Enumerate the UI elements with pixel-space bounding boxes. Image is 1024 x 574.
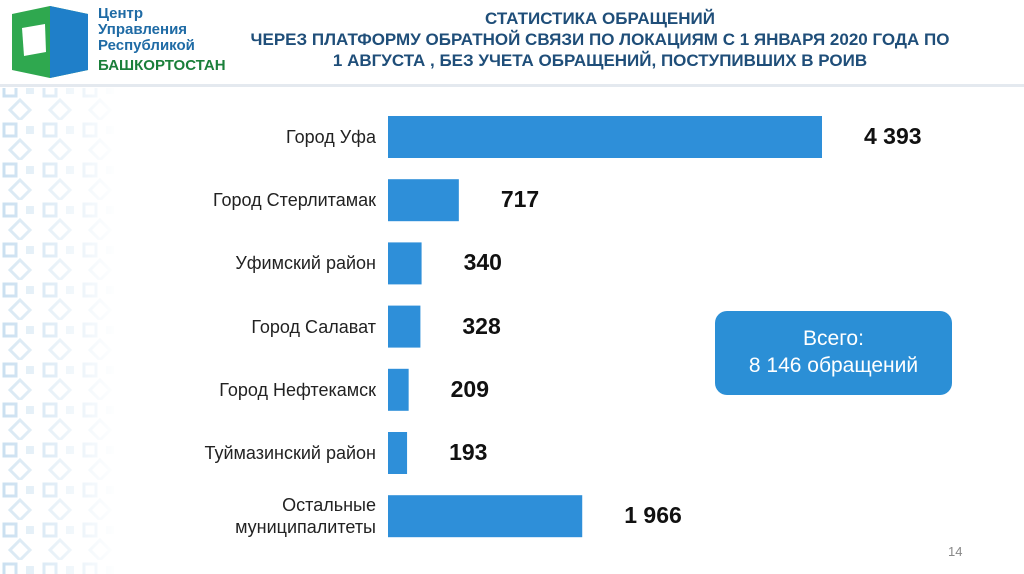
logo-region: БАШКОРТОСТАН — [98, 57, 226, 74]
category-label: Туймазинский район — [204, 443, 376, 463]
category-label: Город Уфа — [286, 127, 376, 147]
category-label: Уфимский район — [235, 253, 376, 274]
bar — [388, 368, 409, 411]
separator — [0, 84, 1024, 87]
category-label: Город Нефтекамск — [219, 379, 376, 400]
bar — [388, 305, 421, 348]
bar — [388, 116, 822, 158]
bar — [388, 495, 583, 538]
logo-icon — [12, 6, 88, 78]
logo-text: Центр Управления Республикой БАШКОРТОСТА… — [98, 6, 226, 74]
value-label: 328 — [462, 312, 501, 339]
value-label: 1 966 — [624, 502, 682, 529]
value-label: 340 — [463, 249, 502, 276]
category-label: Город Салават — [251, 316, 376, 337]
category-label: Остальные муниципалитеты — [235, 495, 376, 538]
category-label: Город Стерлитамак — [212, 190, 376, 211]
value-label: 4 393 — [864, 123, 922, 149]
bar — [388, 432, 408, 474]
bar — [388, 242, 422, 285]
chart-subtitle: ЧЕРЕЗ ПЛАТФОРМУ ОБРАТНОЙ СВЯЗИ ПО ЛОКАЦИ… — [250, 30, 950, 70]
value-label: 193 — [449, 439, 488, 465]
logo-line: Республикой — [98, 37, 195, 54]
value-label: 717 — [500, 186, 540, 213]
bar — [388, 179, 459, 222]
total-callout: Всего: 8 146 обращений — [715, 311, 952, 395]
value-label: 209 — [450, 375, 490, 402]
page-number: 14 — [948, 544, 963, 559]
logo-line: Управления — [98, 21, 188, 38]
chart-title: СТАТИСТИКА ОБРАЩЕНИЙ — [485, 9, 715, 28]
logo-line: Центр — [98, 5, 144, 22]
callout-text: 8 146 обращений — [748, 354, 919, 377]
callout-title: Всего: — [803, 327, 864, 350]
